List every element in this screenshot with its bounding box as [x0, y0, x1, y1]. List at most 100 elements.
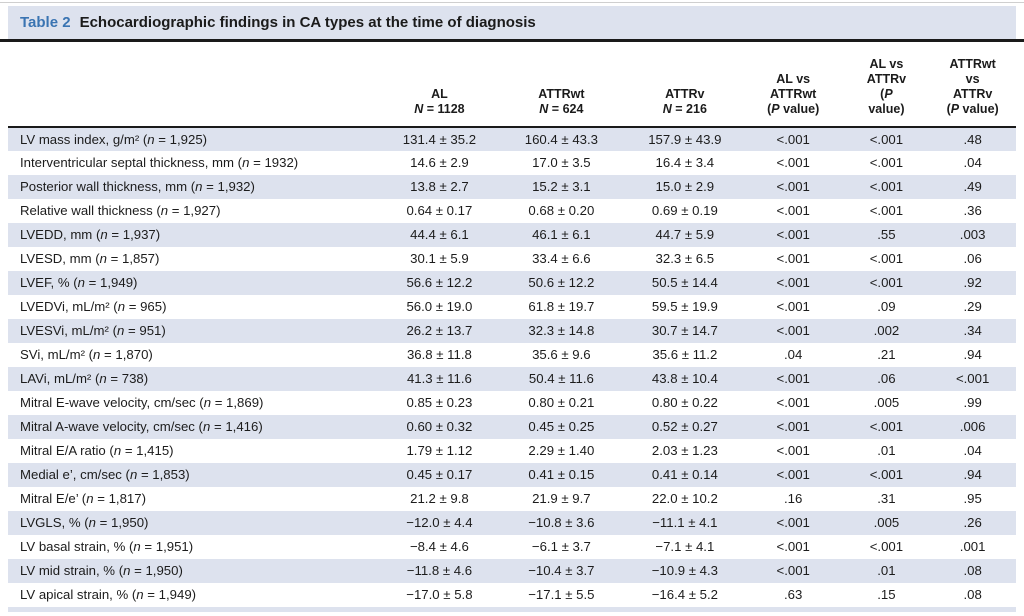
table-row: LVESVi, mL/m² (n = 951) 26.2 ± 13.7 32.3 ±… [8, 318, 1016, 343]
row-label: Mitral A-wave velocity, cm/sec (n = 1,41… [8, 414, 383, 439]
cell-p-al-attrwt: <.001 [776, 299, 810, 314]
cell-al: 44.4 ± 6.1 [382, 222, 496, 247]
row-label: LV basal strain, % (n = 1,951) [20, 539, 194, 554]
cell-attrwt: 17.0 ± 3.5 [532, 155, 591, 170]
cell-attrwt: 50.4 ± 11.6 [495, 366, 627, 391]
cell-attrv: 43.8 ± 10.4 [626, 366, 743, 391]
row-label: LAVi, mL/m² (n = 738) [8, 366, 383, 391]
cell-p-attrwt-attrv: .94 [929, 462, 1016, 487]
cell-p-attrwt-attrv: .26 [929, 510, 1016, 535]
cell-p-al-attrv: .15 [877, 587, 896, 602]
cell-p-al-attrwt: <.001 [776, 155, 810, 170]
cell-p-al-attrwt: <.001 [742, 462, 844, 487]
cell-p-attrwt-attrv: .29 [963, 299, 982, 314]
cell-p-attrwt-attrv: .06 [963, 251, 982, 266]
cell-al: 36.8 ± 11.8 [406, 347, 472, 362]
cropped-next-row [8, 606, 1016, 612]
row-label: Posterior wall thickness, mm (n = 1,932) [8, 174, 383, 199]
cell-p-al-attrv: .002 [843, 318, 930, 343]
row-label: Interventricular septal thickness, mm (n… [20, 155, 299, 170]
echo-findings-table: AL N = 1128 ATTRwt N = 624 ATTRv N = 216… [8, 41, 1016, 607]
row-label: LVESVi, mL/m² (n = 951) [8, 318, 383, 343]
row-label: LV apical strain, % (n = 1,949) [20, 587, 197, 602]
cell-p-al-attrv: .005 [873, 395, 900, 410]
cell-p-al-attrv: <.001 [843, 126, 930, 151]
cell-attrv: 16.4 ± 3.4 [655, 155, 715, 170]
cell-p-al-attrwt: <.001 [742, 126, 844, 151]
table-row: Mitral E/A ratio (n = 1,415) 1.79 ± 1.12 2… [8, 439, 1016, 463]
cell-attrwt: 15.2 ± 3.1 [495, 174, 627, 199]
cell-al: 131.4 ± 35.2 [382, 126, 496, 151]
cell-attrv: 15.0 ± 2.9 [626, 174, 743, 199]
cell-attrv: 157.9 ± 43.9 [626, 126, 743, 151]
cell-al: −11.8 ± 4.6 [382, 558, 496, 583]
cell-p-attrwt-attrv: .94 [963, 347, 982, 362]
cell-p-al-attrwt: <.001 [742, 222, 844, 247]
cell-p-al-attrv: .31 [877, 491, 896, 506]
cell-attrv: 2.03 ± 1.23 [651, 443, 718, 458]
cell-al: 1.79 ± 1.12 [406, 443, 473, 458]
cell-al: 0.60 ± 0.32 [382, 414, 496, 439]
cell-attrwt: 50.6 ± 12.2 [495, 270, 627, 295]
table-row: Mitral A-wave velocity, cm/sec (n = 1,41… [8, 414, 1016, 439]
cell-p-al-attrv: <.001 [843, 462, 930, 487]
cell-p-al-attrv: <.001 [869, 203, 904, 218]
cell-attrv: −11.1 ± 4.1 [626, 510, 743, 535]
cell-p-al-attrwt: <.001 [742, 366, 844, 391]
cell-p-al-attrwt: <.001 [742, 270, 844, 295]
header-p-al-vs-attrwt: AL vs ATTRwt (P value) [742, 41, 844, 128]
table-row: SVi, mL/m² (n = 1,870) 36.8 ± 11.8 35.6 ± … [8, 343, 1016, 367]
cell-al: −8.4 ± 4.6 [409, 539, 469, 554]
row-label: Mitral E/A ratio (n = 1,415) [20, 443, 174, 458]
header-p-al-vs-attrv: AL vs ATTRv (P value) [843, 41, 930, 128]
table-row: Posterior wall thickness, mm (n = 1,932)… [8, 174, 1016, 199]
cell-al: 26.2 ± 13.7 [382, 318, 496, 343]
cell-al: 13.8 ± 2.7 [382, 174, 496, 199]
row-label: LVEDVi, mL/m² (n = 965) [20, 299, 167, 314]
cell-al: 41.3 ± 11.6 [382, 366, 496, 391]
cell-attrwt: 0.80 ± 0.21 [528, 395, 595, 410]
cell-attrwt: 0.41 ± 0.15 [495, 462, 627, 487]
cell-p-al-attrwt: <.001 [742, 414, 844, 439]
cell-p-al-attrv: <.001 [843, 174, 930, 199]
cell-p-attrwt-attrv: .36 [963, 203, 982, 218]
cell-p-al-attrwt: <.001 [742, 174, 844, 199]
row-label: LV mid strain, % (n = 1,950) [8, 558, 383, 583]
cell-p-al-attrv: .005 [843, 510, 930, 535]
cell-p-al-attrv: <.001 [869, 155, 904, 170]
cell-p-al-attrv: .01 [843, 558, 930, 583]
table-row: LVESD, mm (n = 1,857) 30.1 ± 5.9 33.4 ± 6.… [8, 247, 1016, 271]
table-row: Relative wall thickness (n = 1,927) 0.64 … [8, 199, 1016, 223]
table-row: LVEDD, mm (n = 1,937) 44.4 ± 6.1 46.1 ± 6.… [8, 222, 1016, 247]
cell-attrwt: 160.4 ± 43.3 [495, 126, 627, 151]
cell-attrv: −7.1 ± 4.1 [655, 539, 715, 554]
table-row: LV mid strain, % (n = 1,950) −11.8 ± 4.6−… [8, 558, 1016, 583]
table-row: Mitral E/e’ (n = 1,817) 21.2 ± 9.8 21.9 ± … [8, 487, 1016, 511]
row-label: LV mass index, g/m² (n = 1,925) [8, 126, 383, 151]
cell-p-attrwt-attrv: .92 [929, 270, 1016, 295]
header-al: AL N = 1128 [382, 41, 496, 128]
header-parameter [8, 41, 383, 128]
cell-attrv: −16.4 ± 5.2 [651, 587, 718, 602]
cell-attrv: 0.52 ± 0.27 [626, 414, 743, 439]
table-row: LV basal strain, % (n = 1,951) −8.4 ± 4.6… [8, 535, 1016, 559]
cell-p-al-attrv: .06 [843, 366, 930, 391]
cell-attrv: 44.7 ± 5.9 [626, 222, 743, 247]
cell-attrv: 32.3 ± 6.5 [655, 251, 715, 266]
cell-attrv: 50.5 ± 14.4 [626, 270, 743, 295]
cell-al: 56.6 ± 12.2 [382, 270, 496, 295]
cell-attrwt: −10.4 ± 3.7 [495, 558, 627, 583]
cell-p-al-attrv: .01 [877, 443, 896, 458]
cell-al: 56.0 ± 19.0 [406, 299, 473, 314]
cell-al: 0.85 ± 0.23 [406, 395, 473, 410]
cell-p-al-attrwt: <.001 [776, 443, 810, 458]
cell-attrv: 59.5 ± 19.9 [651, 299, 718, 314]
cell-p-attrwt-attrv: .08 [963, 587, 982, 602]
cell-p-al-attrwt: <.001 [742, 558, 844, 583]
row-label: Medial e’, cm/sec (n = 1,853) [8, 462, 383, 487]
cell-p-al-attrwt: <.001 [776, 395, 810, 410]
table-row: LVGLS, % (n = 1,950) −12.0 ± 4.4 −10.8 ± 3… [8, 510, 1016, 535]
row-label: SVi, mL/m² (n = 1,870) [20, 347, 153, 362]
cell-p-attrwt-attrv: .001 [959, 539, 986, 554]
